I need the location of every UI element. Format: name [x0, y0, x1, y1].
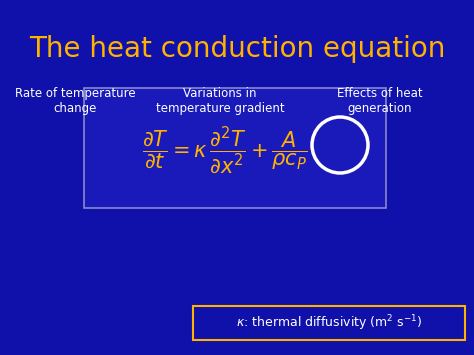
- Text: $\dfrac{\partial T}{\partial t} = \kappa\,\dfrac{\partial^2 T}{\partial x^2} + \: $\dfrac{\partial T}{\partial t} = \kappa…: [142, 124, 308, 176]
- Text: Rate of temperature
change: Rate of temperature change: [15, 87, 135, 115]
- Text: Variations in
temperature gradient: Variations in temperature gradient: [155, 87, 284, 115]
- Circle shape: [312, 117, 368, 173]
- Text: $\kappa$: thermal diffusivity (m$^2$ s$^{-1}$): $\kappa$: thermal diffusivity (m$^2$ s$^…: [236, 313, 422, 333]
- Text: Effects of heat
generation: Effects of heat generation: [337, 87, 423, 115]
- FancyBboxPatch shape: [193, 306, 465, 340]
- Text: The heat conduction equation: The heat conduction equation: [29, 35, 445, 63]
- FancyBboxPatch shape: [84, 88, 386, 208]
